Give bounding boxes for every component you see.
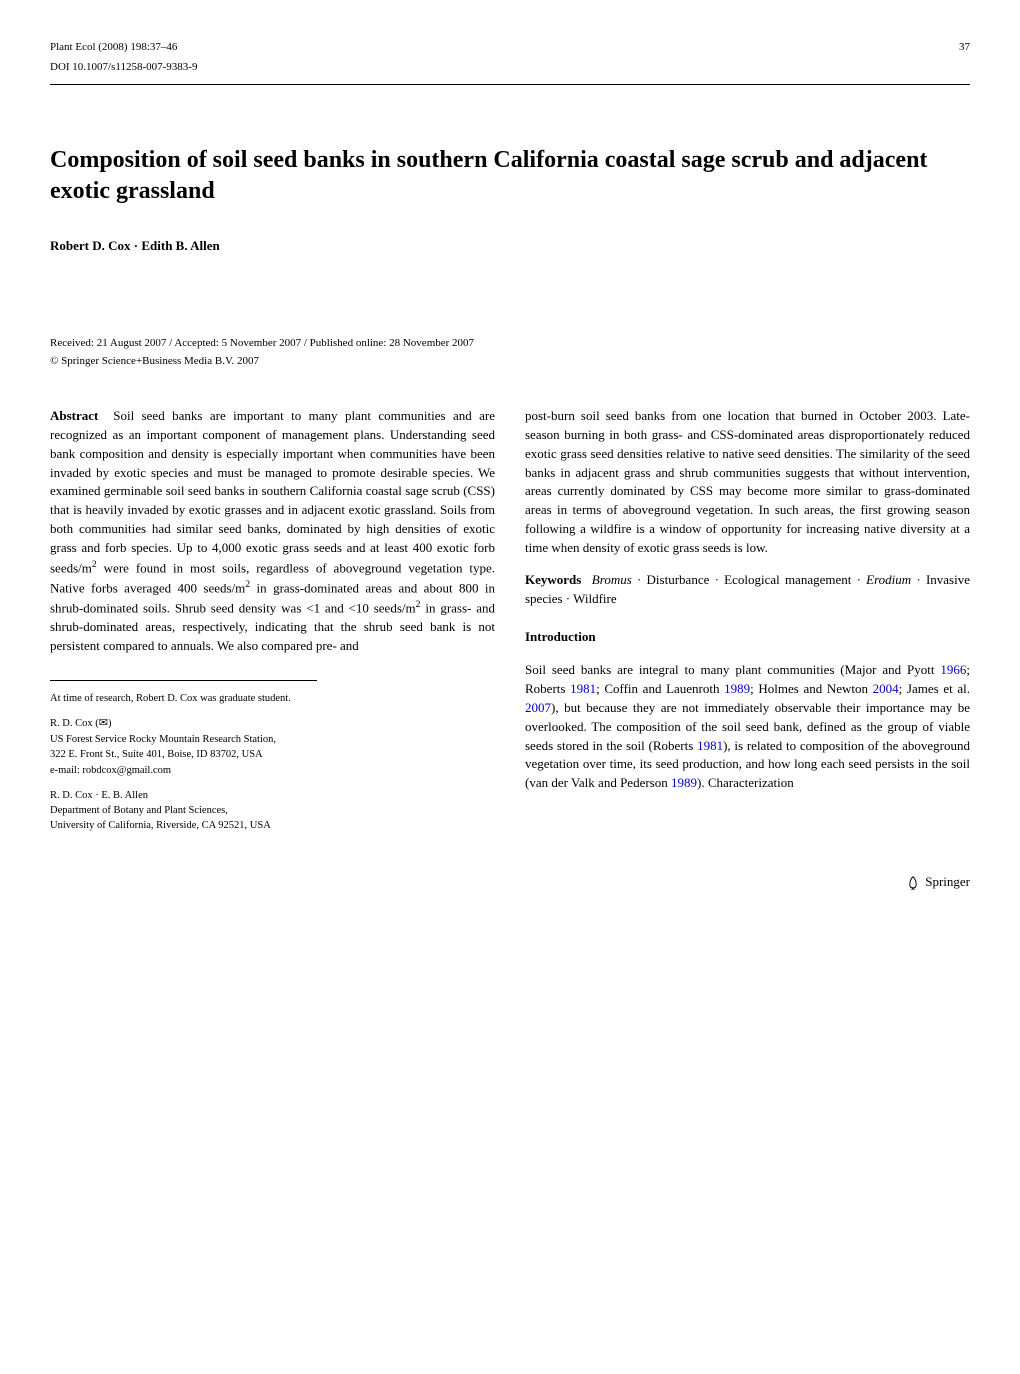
keywords-paragraph: Keywords Bromus · Disturbance · Ecologic… bbox=[525, 571, 970, 609]
intro-text-1: Soil seed banks are integral to many pla… bbox=[525, 662, 940, 677]
intro-text-3: ; Coffin and Lauenroth bbox=[596, 681, 724, 696]
intro-text-5: ; James et al. bbox=[899, 681, 970, 696]
intro-text-8: ). Characterization bbox=[697, 775, 794, 790]
ref-2004[interactable]: 2004 bbox=[873, 681, 899, 696]
keywords-label: Keywords bbox=[525, 572, 581, 587]
footnote-grad-student: At time of research, Robert D. Cox was g… bbox=[50, 691, 495, 706]
article-title: Composition of soil seed banks in southe… bbox=[50, 145, 970, 207]
running-header: Plant Ecol (2008) 198:37–46 37 bbox=[50, 40, 970, 56]
affil1-email: e-mail: robdcox@gmail.com bbox=[50, 765, 171, 776]
affil1-line1: US Forest Service Rocky Mountain Researc… bbox=[50, 734, 276, 745]
affil1-line2: 322 E. Front St., Suite 401, Boise, ID 8… bbox=[50, 749, 263, 760]
ref-1966[interactable]: 1966 bbox=[940, 662, 966, 677]
journal-reference: Plant Ecol (2008) 198:37–46 bbox=[50, 40, 177, 56]
ref-1981a[interactable]: 1981 bbox=[570, 681, 596, 696]
introduction-paragraph: Soil seed banks are integral to many pla… bbox=[525, 661, 970, 793]
footer: Springer bbox=[50, 873, 970, 892]
body-columns: Abstract Soil seed banks are important t… bbox=[50, 394, 970, 843]
affil2-line2: University of California, Riverside, CA … bbox=[50, 820, 271, 831]
erodium-italic: Erodium bbox=[866, 572, 911, 587]
footnote-affiliation-2: R. D. Cox · E. B. Allen Department of Bo… bbox=[50, 788, 495, 834]
abstract-text-1: Soil seed banks are important to many pl… bbox=[50, 408, 495, 575]
introduction-heading: Introduction bbox=[525, 628, 970, 647]
corr-author-suffix: ) bbox=[108, 718, 112, 729]
article-dates: Received: 21 August 2007 / Accepted: 5 N… bbox=[50, 336, 970, 352]
ref-2007[interactable]: 2007 bbox=[525, 700, 551, 715]
authors: Robert D. Cox · Edith B. Allen bbox=[50, 237, 970, 256]
envelope-icon: ✉ bbox=[99, 717, 108, 729]
bromus-italic: Bromus bbox=[592, 572, 632, 587]
springer-logo-icon bbox=[905, 875, 921, 891]
header-rule bbox=[50, 84, 970, 85]
ref-1989a[interactable]: 1989 bbox=[724, 681, 750, 696]
doi: DOI 10.1007/s11258-007-9383-9 bbox=[50, 60, 970, 76]
footnote-affiliation-1: R. D. Cox (✉) US Forest Service Rocky Mo… bbox=[50, 716, 495, 778]
author2-name: R. D. Cox · E. B. Allen bbox=[50, 790, 148, 801]
ref-1989b[interactable]: 1989 bbox=[671, 775, 697, 790]
left-column: Abstract Soil seed banks are important t… bbox=[50, 394, 495, 843]
copyright: © Springer Science+Business Media B.V. 2… bbox=[50, 354, 970, 370]
abstract-label: Abstract bbox=[50, 408, 98, 423]
keywords-mid1: · Disturbance · Ecological management · bbox=[632, 572, 866, 587]
footnote-rule bbox=[50, 680, 317, 681]
intro-text-4: ; Holmes and Newton bbox=[750, 681, 873, 696]
abstract-paragraph: Abstract Soil seed banks are important t… bbox=[50, 407, 495, 656]
ref-1981b[interactable]: 1981 bbox=[697, 738, 723, 753]
affil2-line1: Department of Botany and Plant Sciences, bbox=[50, 805, 228, 816]
page-number: 37 bbox=[959, 40, 970, 56]
corr-author-name: R. D. Cox ( bbox=[50, 718, 99, 729]
publisher-name: Springer bbox=[925, 874, 970, 889]
abstract-continued: post-burn soil seed banks from one locat… bbox=[525, 407, 970, 558]
right-column: post-burn soil seed banks from one locat… bbox=[525, 394, 970, 843]
